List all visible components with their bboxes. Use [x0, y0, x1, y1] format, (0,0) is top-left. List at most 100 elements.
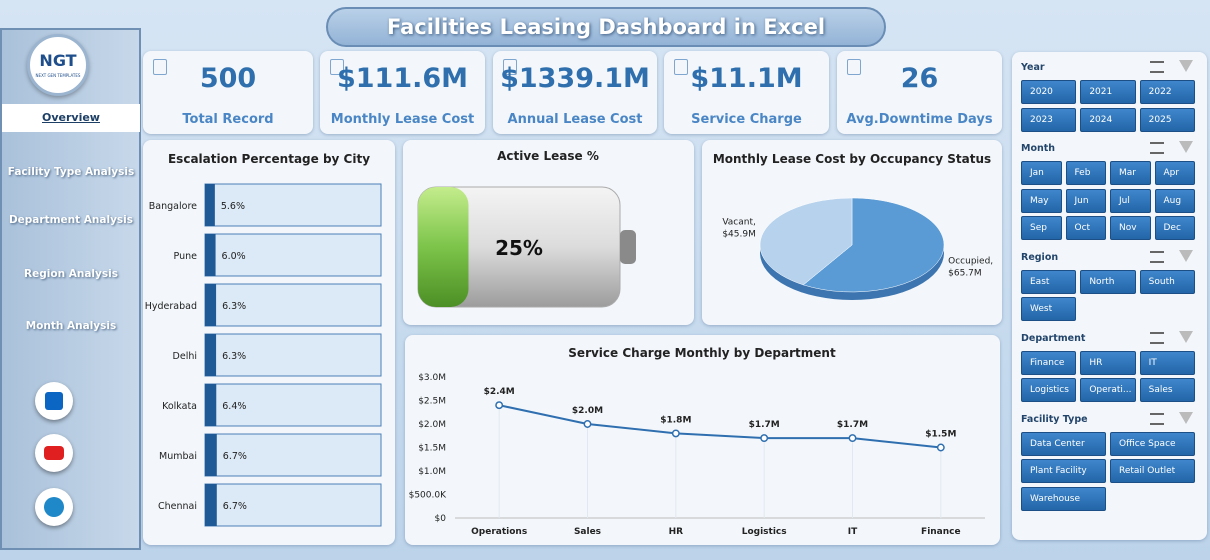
- slicer-filter-icon: [1179, 141, 1193, 153]
- bar: [205, 284, 217, 326]
- progress-panel: Active Lease % 25%: [403, 140, 694, 325]
- slicer-button[interactable]: South: [1139, 269, 1195, 294]
- slicer-filter-icon: [1179, 60, 1193, 72]
- slicer-button[interactable]: East: [1021, 269, 1077, 294]
- x-tick-label: Sales: [574, 527, 601, 537]
- linkedin-glyph: [45, 392, 63, 410]
- kpi-label: Monthly Lease Cost: [330, 112, 475, 127]
- line: [498, 404, 941, 449]
- slicer-button[interactable]: Logistics: [1021, 378, 1077, 402]
- point: [760, 434, 769, 443]
- pie-slice: [759, 197, 853, 286]
- slicer-button[interactable]: Retail Outlet: [1110, 459, 1195, 483]
- logo-tagline: NEXT GEN TEMPLATES: [35, 73, 81, 78]
- nav-item[interactable]: Region Analysis: [24, 268, 118, 280]
- slicer-button[interactable]: 2020: [1021, 80, 1077, 104]
- data-label: $2.0M: [572, 406, 603, 416]
- globe-glyph: [44, 497, 64, 517]
- y-tick-label: $2.0M: [418, 420, 446, 430]
- point: [848, 434, 857, 443]
- slicer-button[interactable]: Operati...: [1080, 378, 1136, 402]
- slicer-button[interactable]: 2025: [1139, 107, 1195, 132]
- slicer-button[interactable]: West: [1021, 297, 1077, 321]
- x-tick-label: Logistics: [742, 527, 787, 537]
- slicer-button[interactable]: Aug: [1154, 188, 1195, 213]
- category-label: Pune: [174, 251, 198, 262]
- value-label: 6.7%: [223, 451, 247, 462]
- x-tick-label: IT: [848, 527, 858, 537]
- pie-panel: Monthly Lease Cost by Occupancy Status Oc…: [702, 140, 1002, 325]
- dashboard-title: Facilities Leasing Dashboard in Excel: [386, 15, 826, 39]
- slicer-button[interactable]: Dec: [1154, 216, 1195, 240]
- slicer-button[interactable]: 2023: [1021, 107, 1077, 132]
- value-label: 6.3%: [222, 351, 246, 362]
- chart-title: Active Lease %: [497, 149, 599, 163]
- slicer-title: Year: [1021, 62, 1045, 73]
- nav-item[interactable]: Overview: [2, 104, 140, 132]
- y-tick-label: $3.0M: [418, 373, 446, 383]
- slicer-button[interactable]: HR: [1080, 350, 1136, 375]
- slicer-button[interactable]: Mar: [1110, 161, 1151, 185]
- bar-track: [204, 333, 382, 377]
- slicer-button[interactable]: Data Center: [1021, 431, 1106, 456]
- kpi-value: $11.1M: [690, 63, 803, 94]
- slicer-button[interactable]: Sales: [1139, 378, 1195, 402]
- logo-text: NGT: [39, 51, 77, 70]
- slicer-button[interactable]: Sep: [1021, 216, 1062, 240]
- slicer-filter-icon: [1179, 411, 1193, 424]
- kpi-icon: [153, 59, 167, 75]
- chart-title: Service Charge Monthly by Department: [568, 346, 836, 360]
- slicer-button[interactable]: North: [1080, 269, 1136, 294]
- x-tick-label: HR: [669, 527, 684, 537]
- youtube-icon[interactable]: [35, 434, 73, 472]
- y-tick-label: $2.5M: [418, 397, 446, 407]
- slicer-button[interactable]: Office Space: [1110, 431, 1195, 456]
- kpi-icon: [503, 59, 517, 75]
- y-tick-label: $1.0M: [418, 467, 446, 477]
- website-icon[interactable]: [35, 488, 73, 526]
- value-label: 6.7%: [223, 501, 247, 512]
- value-label: 25%: [495, 236, 543, 260]
- battery-cap: [620, 230, 636, 264]
- slicer-clear-icon: [1150, 412, 1164, 425]
- kpi-card: 26 Avg.Downtime Days: [837, 51, 1002, 134]
- slicer-button[interactable]: 2024: [1080, 107, 1136, 132]
- slicer-button[interactable]: 2022: [1139, 80, 1195, 104]
- linkedin-icon[interactable]: [35, 382, 73, 420]
- bar-track: [204, 233, 382, 277]
- slicer-button[interactable]: Apr: [1154, 161, 1195, 185]
- bar: [205, 334, 217, 376]
- slicer-button[interactable]: 2021: [1080, 80, 1136, 104]
- kpi-label: Service Charge: [691, 112, 802, 127]
- value-label: 5.6%: [221, 201, 245, 212]
- slicer-filter-icon: [1179, 330, 1193, 343]
- slicer-clear-icon: [1150, 250, 1164, 263]
- kpi-label: Total Record: [182, 112, 274, 127]
- data-label: $1.5M: [925, 430, 956, 440]
- slicer-button[interactable]: IT: [1139, 350, 1195, 375]
- slicer-button[interactable]: Plant Facility: [1021, 459, 1106, 483]
- point: [495, 401, 504, 410]
- slicer-button[interactable]: Feb: [1065, 161, 1106, 185]
- slicer-button[interactable]: Warehouse: [1021, 486, 1106, 511]
- chart: Monthly Lease Cost by Occupancy Status Oc…: [713, 152, 993, 300]
- data-label: $1.8M: [660, 415, 691, 425]
- data-label: Occupied, $65.7M: [948, 257, 993, 279]
- slicer-button[interactable]: Jan: [1021, 161, 1062, 185]
- slicer-button[interactable]: Jun: [1065, 188, 1106, 213]
- logo: NGT NEXT GEN TEMPLATES: [27, 34, 89, 96]
- slicer-button[interactable]: Nov: [1110, 216, 1151, 240]
- slicer-button[interactable]: Finance: [1021, 350, 1077, 375]
- data-label: $1.7M: [837, 420, 868, 430]
- slicer-button[interactable]: Oct: [1065, 216, 1106, 240]
- slicer-button[interactable]: Jul: [1110, 188, 1151, 213]
- nav-item[interactable]: Department Analysis: [8, 214, 134, 226]
- chart: Escalation Percentage by City Bangalore 5.…: [145, 152, 382, 527]
- nav-item[interactable]: Month Analysis: [25, 320, 117, 332]
- x-tick-label: Operations: [471, 527, 527, 537]
- kpi-value: $111.6M: [336, 63, 469, 94]
- nav-item[interactable]: Facility Type Analysis: [7, 166, 135, 178]
- slicer-button[interactable]: May: [1021, 188, 1062, 213]
- kpi-value: 500: [199, 63, 257, 94]
